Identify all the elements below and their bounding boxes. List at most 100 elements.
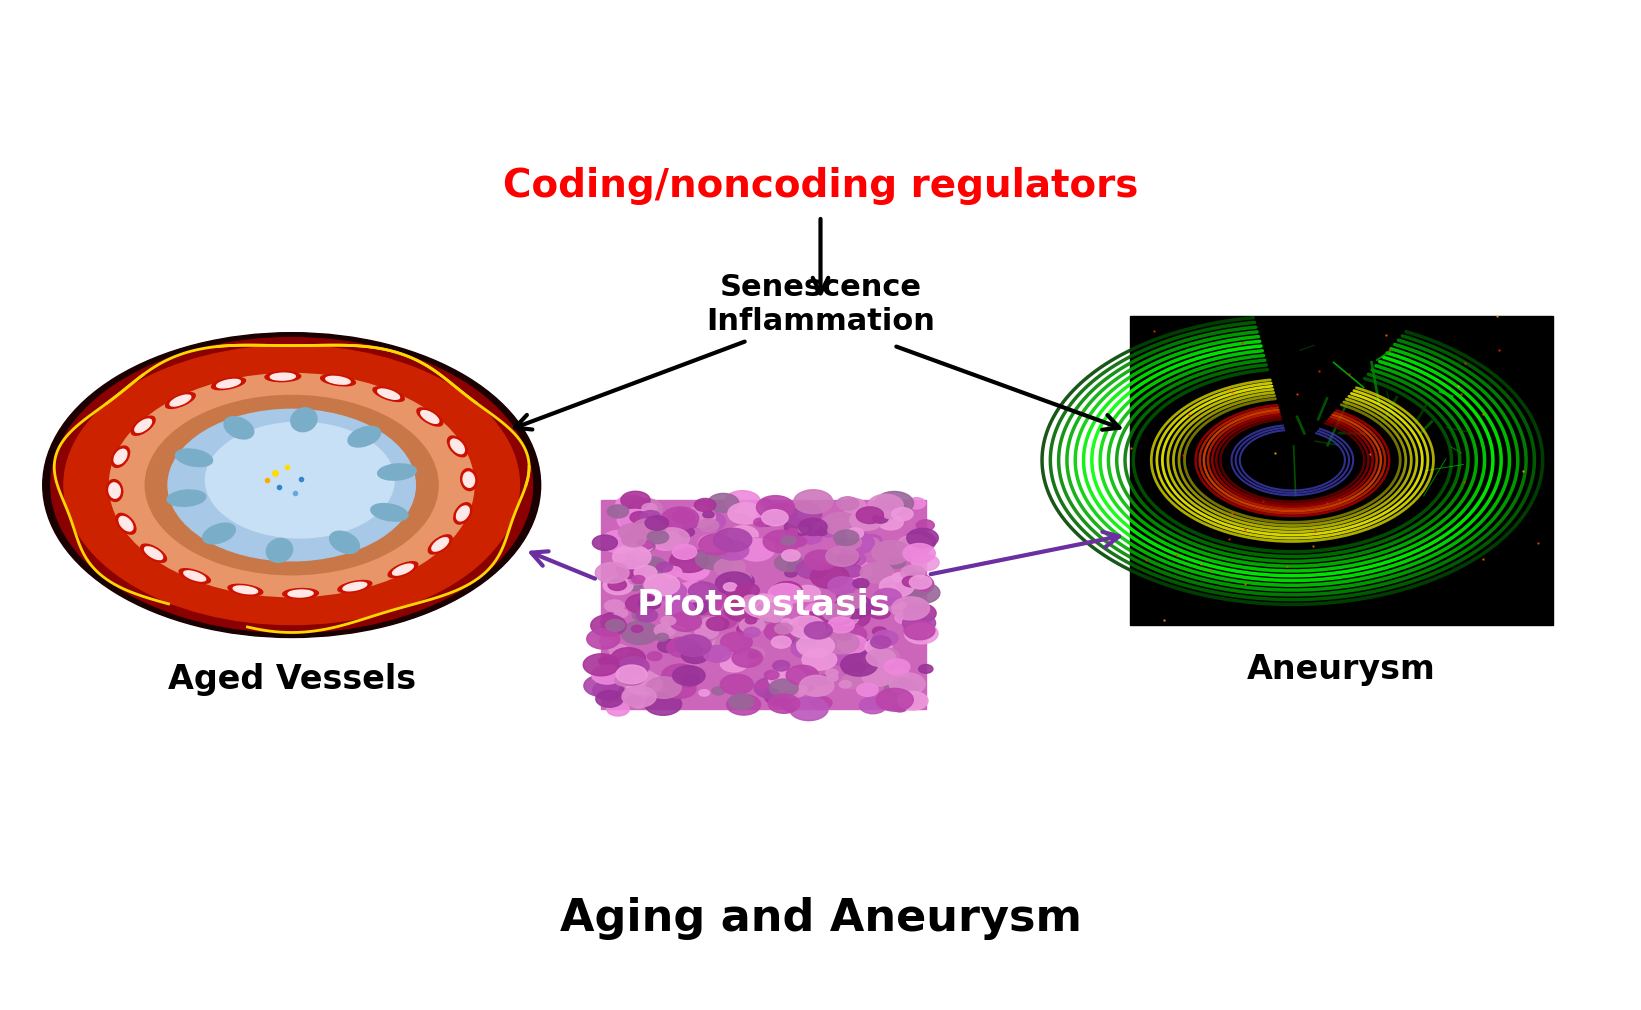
Circle shape [906, 583, 940, 603]
Ellipse shape [112, 446, 130, 468]
Circle shape [660, 630, 696, 652]
Circle shape [604, 600, 624, 612]
Circle shape [806, 603, 832, 619]
Circle shape [765, 686, 798, 706]
Circle shape [619, 670, 645, 685]
Circle shape [788, 616, 825, 638]
Circle shape [901, 566, 926, 580]
Circle shape [610, 647, 645, 669]
Circle shape [645, 516, 668, 530]
Circle shape [745, 647, 765, 660]
Circle shape [622, 686, 656, 707]
Circle shape [627, 670, 656, 689]
Circle shape [820, 525, 834, 533]
Circle shape [630, 511, 650, 523]
Circle shape [912, 554, 939, 571]
Circle shape [765, 503, 798, 523]
Circle shape [827, 675, 839, 681]
Circle shape [704, 645, 730, 663]
Circle shape [857, 507, 883, 523]
Circle shape [617, 509, 653, 531]
Circle shape [798, 526, 807, 532]
Circle shape [614, 577, 624, 584]
Text: Aneurysm: Aneurysm [1247, 652, 1436, 686]
Circle shape [748, 651, 758, 659]
Circle shape [655, 624, 676, 637]
Circle shape [691, 620, 704, 628]
Circle shape [599, 656, 612, 666]
Circle shape [607, 702, 629, 716]
Circle shape [786, 666, 819, 685]
Circle shape [592, 535, 617, 550]
Circle shape [64, 345, 520, 624]
Circle shape [724, 491, 760, 513]
Circle shape [694, 504, 714, 515]
Circle shape [714, 528, 752, 551]
Circle shape [842, 674, 866, 689]
Circle shape [584, 675, 619, 697]
Ellipse shape [348, 426, 381, 447]
Circle shape [740, 618, 765, 633]
Ellipse shape [176, 449, 213, 467]
Circle shape [799, 676, 834, 696]
Circle shape [684, 663, 699, 672]
Ellipse shape [184, 571, 205, 581]
Circle shape [666, 637, 699, 658]
Circle shape [625, 696, 643, 706]
Circle shape [898, 692, 929, 710]
Circle shape [755, 513, 778, 526]
Circle shape [627, 582, 642, 591]
Circle shape [876, 689, 914, 711]
Circle shape [615, 675, 633, 686]
Circle shape [612, 545, 651, 569]
Circle shape [798, 634, 834, 658]
Circle shape [625, 553, 638, 562]
Circle shape [640, 543, 653, 551]
Circle shape [896, 573, 934, 596]
Circle shape [601, 614, 624, 629]
Circle shape [596, 691, 624, 707]
Circle shape [757, 601, 776, 613]
Circle shape [896, 535, 932, 557]
Circle shape [689, 512, 699, 519]
Ellipse shape [392, 565, 414, 575]
Ellipse shape [448, 436, 468, 457]
Circle shape [638, 596, 660, 609]
Circle shape [707, 494, 738, 512]
Circle shape [763, 530, 801, 552]
Circle shape [878, 515, 903, 530]
Circle shape [615, 495, 648, 515]
Circle shape [622, 532, 645, 546]
Circle shape [599, 636, 615, 645]
Circle shape [770, 679, 798, 697]
Circle shape [773, 583, 796, 597]
Circle shape [753, 518, 768, 526]
Circle shape [860, 697, 886, 714]
Circle shape [681, 647, 709, 664]
Circle shape [837, 531, 875, 554]
Circle shape [587, 629, 620, 649]
Circle shape [625, 518, 635, 525]
Circle shape [804, 622, 832, 639]
Circle shape [835, 538, 847, 545]
Circle shape [110, 374, 474, 597]
Circle shape [625, 594, 655, 612]
Circle shape [880, 576, 914, 597]
Circle shape [656, 633, 668, 641]
Circle shape [903, 531, 935, 551]
Circle shape [645, 574, 679, 596]
Circle shape [862, 534, 883, 547]
Circle shape [683, 598, 709, 615]
Circle shape [866, 648, 896, 667]
Circle shape [870, 606, 891, 619]
Circle shape [722, 572, 732, 578]
Circle shape [167, 409, 415, 561]
Circle shape [676, 673, 699, 687]
Circle shape [784, 705, 794, 712]
Circle shape [802, 648, 837, 670]
Circle shape [647, 677, 681, 698]
Circle shape [712, 687, 725, 695]
Ellipse shape [233, 586, 258, 594]
Circle shape [615, 665, 647, 684]
Ellipse shape [264, 372, 300, 382]
